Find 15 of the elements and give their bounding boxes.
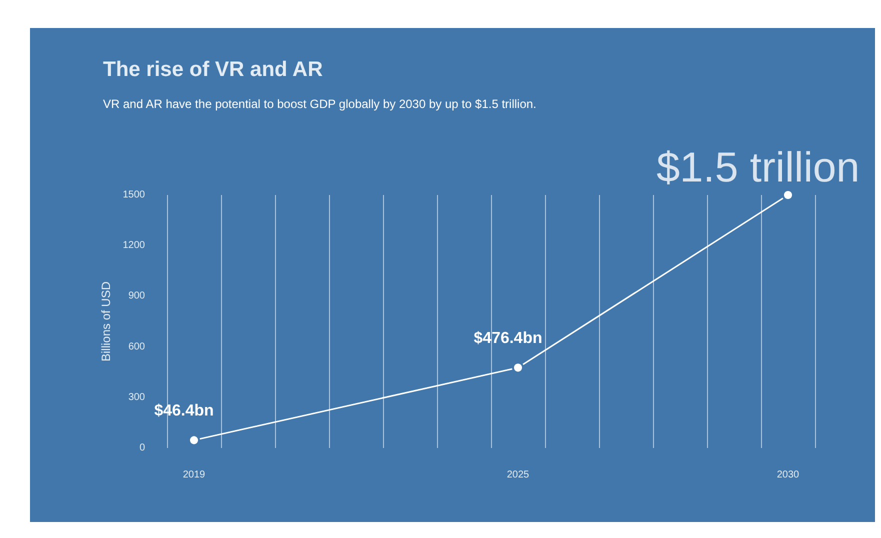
y-tick-label: 1500 (122, 190, 146, 200)
chart-title: The rise of VR and AR (103, 58, 323, 81)
data-label: $476.4bn (474, 330, 542, 348)
chart-subtitle: VR and AR have the potential to boost GDP globally by 2030 by up to $1.5 trillion. (103, 97, 536, 111)
data-label: $46.4bn (154, 402, 214, 420)
y-tick-label: 1200 (122, 240, 146, 252)
y-tick-label: 300 (128, 392, 146, 403)
y-axis-title: Billions of USD (98, 281, 113, 362)
y-tick-label: 0 (139, 442, 146, 454)
annotation: $1.5 trillion (656, 144, 860, 190)
y-tick-label: 600 (128, 341, 146, 352)
x-tick-label: 2030 (776, 470, 800, 480)
y-tick-label: 900 (128, 290, 146, 302)
x-tick-label: 2019 (182, 470, 206, 480)
x-tick-label: 2025 (506, 470, 530, 480)
